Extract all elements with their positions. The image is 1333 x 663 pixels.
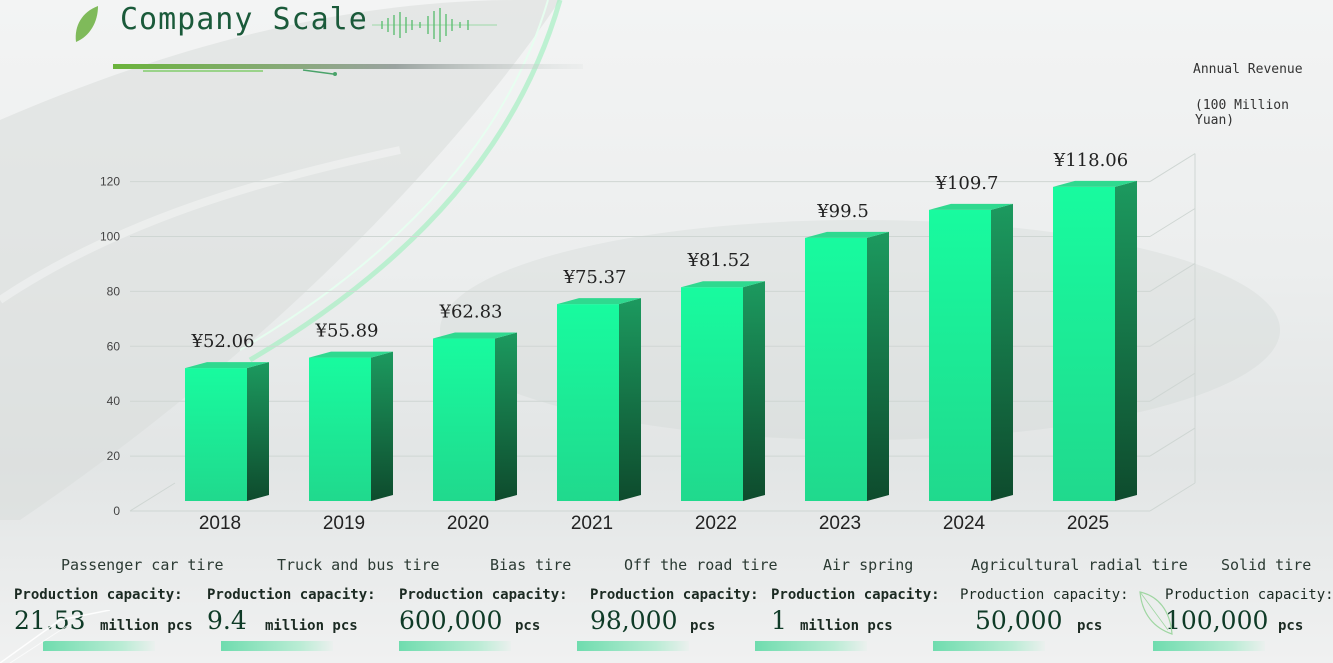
product-name: Agricultural radial tire [971, 556, 1188, 574]
data-label: ¥81.52 [687, 250, 751, 271]
data-label: ¥118.06 [1053, 150, 1128, 171]
capacity-unit: million pcs [100, 618, 193, 634]
capacity-label: Production capacity: [1165, 587, 1333, 603]
x-tick-label: 2024 [943, 513, 986, 534]
capacity-underline [221, 641, 333, 651]
title-underline [113, 64, 583, 76]
capacity-label: Production capacity: [960, 587, 1129, 603]
y-tick-label: 100 [100, 230, 120, 244]
x-tick-label: 2021 [571, 513, 613, 534]
leaf-icon [75, 6, 98, 42]
capacity-underline [755, 641, 867, 651]
capacity-label: Production capacity: [590, 587, 759, 603]
revenue-bar-chart: 0 20 40 60 80 100 120 2018 2019 2020 2021 2022 2023… [100, 150, 1196, 534]
product-name: Air spring [823, 556, 914, 574]
bar-2024 [929, 203, 1013, 501]
capacity-value: 21.53 [14, 606, 86, 635]
capacity-value: 600,000 [399, 606, 503, 635]
capacity-value: 98,000 [590, 606, 678, 635]
data-label: ¥109.7 [935, 173, 999, 194]
x-tick-label: 2019 [323, 513, 365, 534]
data-label: ¥62.83 [439, 302, 503, 323]
capacity-unit: pcs [1278, 618, 1304, 634]
bar-2023 [805, 231, 889, 501]
capacity-underline [577, 641, 689, 651]
y-tick-label: 60 [107, 339, 121, 353]
x-tick-label: 2025 [1067, 513, 1109, 534]
product-name: Truck and bus tire [277, 556, 440, 574]
capacity-label: Production capacity: [207, 587, 376, 603]
product-name: Off the road tire [624, 556, 778, 574]
capacity-value: 100,000 [1165, 606, 1269, 635]
data-label: ¥52.06 [191, 331, 255, 352]
bar-2020 [433, 332, 517, 501]
corner-decoration [0, 610, 111, 663]
y-tick-label: 80 [107, 284, 121, 298]
bar-2021 [557, 298, 641, 501]
capacity-underline [1153, 641, 1265, 651]
x-tick-label: 2020 [447, 513, 489, 534]
capacity-unit: pcs [515, 618, 541, 634]
capacity-label: Production capacity: [771, 587, 940, 603]
bar-2025 [1053, 180, 1137, 501]
capacity-underline [933, 641, 1045, 651]
y-tick-label: 120 [100, 175, 120, 189]
leaf-outline-icon [1139, 591, 1173, 635]
capacity-unit: pcs [1077, 618, 1103, 634]
data-label: ¥99.5 [816, 201, 869, 222]
data-label: ¥55.89 [315, 321, 379, 342]
bar-2018 [185, 362, 269, 501]
capacity-label: Production capacity: [399, 587, 568, 603]
capacity-unit: pcs [690, 618, 716, 634]
sound-wave-icon [372, 8, 497, 42]
capacity-underline [399, 641, 511, 651]
product-name: Solid tire [1221, 556, 1312, 574]
y-tick-label: 20 [107, 449, 121, 463]
capacity-value: 50,000 [975, 606, 1063, 635]
y-tick-label: 40 [107, 394, 121, 408]
product-name: Bias tire [490, 556, 572, 574]
capacity-label: Production capacity: [14, 587, 183, 603]
capacity-underline [43, 641, 155, 651]
product-name: Passenger car tire [61, 556, 224, 574]
y-tick-label: 0 [113, 504, 120, 518]
x-tick-label: 2022 [695, 513, 737, 534]
unit-label-line1: Annual Revenue [1193, 62, 1303, 77]
x-tick-label: 2023 [819, 513, 861, 534]
page-title: Company Scale [120, 2, 368, 37]
data-label: ¥75.37 [563, 267, 627, 288]
capacity-unit: million pcs [800, 618, 893, 634]
unit-label-line2: (100 Million Yuan) [1195, 98, 1289, 128]
bar-2022 [681, 281, 765, 501]
bar-2019 [309, 351, 393, 501]
capacity-unit: million pcs [265, 618, 358, 634]
x-tick-label: 2018 [199, 513, 241, 534]
capacity-value: 9.4 [207, 606, 247, 635]
capacity-value: 1 [771, 606, 787, 635]
